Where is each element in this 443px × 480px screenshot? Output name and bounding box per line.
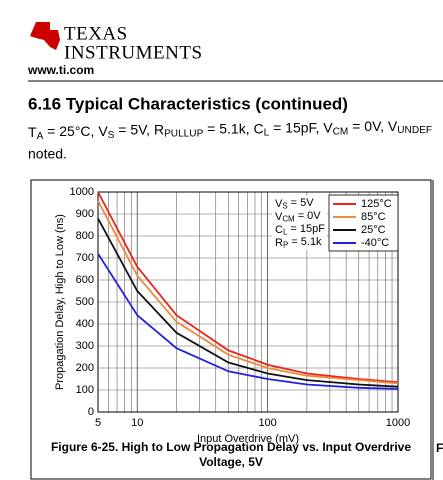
legend-label: 85°C <box>361 211 386 223</box>
y-tick-label: 200 <box>76 362 94 374</box>
text-part: = 15pF <box>287 223 325 235</box>
subscript: A <box>37 131 44 142</box>
legend-label: 125°C <box>361 198 392 210</box>
brand-line1: Texas <box>64 23 128 44</box>
text-part: = 0V, V <box>348 118 398 134</box>
subscript: L <box>283 227 288 236</box>
subscript: L <box>264 127 270 138</box>
text-part: R <box>275 237 283 249</box>
plot: 0 100 200 300 400 500 600 700 800 900 1000 5 10 100 10… <box>51 186 411 469</box>
subscript: P <box>283 240 288 249</box>
legend-label: -40°C <box>361 237 389 249</box>
subscript: CM <box>282 214 294 223</box>
conditions-end: noted. <box>28 146 67 162</box>
y-tick-label: 500 <box>76 296 94 308</box>
text-part: = 5V <box>288 197 315 209</box>
series-line <box>97 191 399 384</box>
y-tick-label: 400 <box>76 318 94 330</box>
section-title: 6.16 Typical Characteristics (continued) <box>28 94 348 113</box>
text-part: = 5.1k, C <box>203 120 263 136</box>
annotation: CL = 15pF <box>275 223 325 236</box>
y-tick-label: 800 <box>76 230 94 242</box>
text-part: V <box>275 211 283 223</box>
series-line <box>97 200 399 385</box>
text-part: C <box>275 224 283 236</box>
y-tick-label: 900 <box>76 208 94 220</box>
x-tick-label: 10 <box>131 417 143 429</box>
annotation: RP = 5.1k <box>275 236 322 249</box>
x-axis-label: Input Overdrive (mV) <box>197 433 299 445</box>
y-tick-label: 0 <box>88 406 94 418</box>
annotation-box <box>272 196 327 250</box>
conditions: TA = 25°C, VS = 5V, RPULLUP = 5.1k, CL =… <box>28 118 432 142</box>
x-tick-label: 5 <box>95 417 101 429</box>
annotation: VS = 5V <box>275 197 314 210</box>
series-line <box>97 253 399 390</box>
x-tick-label: 100 <box>258 417 276 429</box>
y-axis-label: Propagation Delay, High to Low (ns) <box>54 214 66 390</box>
y-tick-label: 700 <box>76 252 94 264</box>
subscript: S <box>282 201 287 210</box>
series-line <box>97 217 399 388</box>
annotation: VCM = 0V <box>275 210 321 223</box>
caption: Figure 6-25. High to Low Propagation Del… <box>51 440 411 454</box>
x-tick-label: 1000 <box>386 417 410 429</box>
figure-box <box>30 179 432 480</box>
y-tick-label: 300 <box>76 340 94 352</box>
subscript: S <box>108 130 115 141</box>
url: www.ti.com <box>27 63 94 77</box>
plot-frame <box>97 191 399 413</box>
subscript: UNDEF <box>397 125 432 136</box>
y-tick-label: 600 <box>76 274 94 286</box>
legend-label: 25°C <box>361 224 386 236</box>
brand-line2: Instruments <box>64 42 203 63</box>
text-part: V <box>275 198 283 210</box>
caption: Voltage, 5V <box>199 455 263 469</box>
text-part: T <box>28 124 37 140</box>
y-tick-label: 100 <box>76 384 94 396</box>
y-tick-label: 1000 <box>70 186 94 198</box>
next-caption: Fi <box>436 441 443 455</box>
text-part: = 15pF, V <box>269 119 333 135</box>
ti-logo <box>30 22 60 50</box>
subscript: PULLUP <box>164 128 203 139</box>
text-part: = 5V, R <box>114 121 164 137</box>
text-part: = 25°C, V <box>43 123 108 139</box>
text-part: = 0V <box>295 210 322 222</box>
text-part: = 5.1k <box>288 236 322 248</box>
subscript: CM <box>333 126 349 137</box>
